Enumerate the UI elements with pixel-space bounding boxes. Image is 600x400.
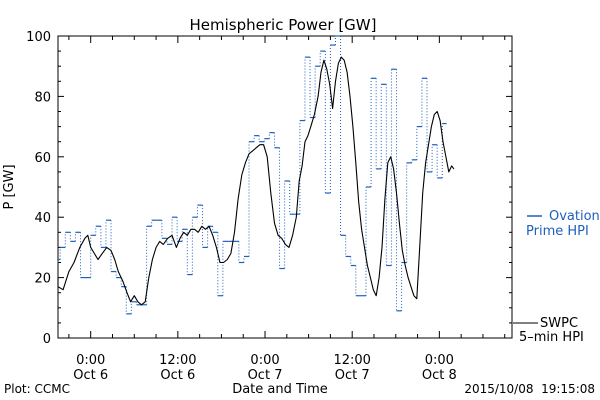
legend-swpc: SWPC 5–min HPI: [513, 316, 584, 345]
x-tick-date-0: Oct 6: [73, 368, 108, 383]
series-layer: [57, 35, 455, 315]
y-tick-label-0: 0: [43, 332, 51, 347]
x-tick-label-4: 0:00: [425, 353, 454, 368]
y-tick-label-3: 60: [34, 151, 51, 166]
legend-swpc-line1: SWPC: [540, 316, 578, 331]
x-tick-label-2: 0:00: [250, 353, 279, 368]
y-axis-label: P [GW]: [2, 164, 17, 209]
x-tick-date-2: Oct 7: [248, 368, 283, 383]
x-tick-date-3: Oct 7: [335, 368, 370, 383]
y-tick-label-4: 80: [34, 90, 51, 105]
legend-ovation-line2: Prime HPI: [526, 224, 589, 239]
plot-credit: Plot: CCMC: [4, 382, 70, 396]
legend-ovation-line1: Ovation: [549, 209, 600, 224]
y-tick-label-2: 40: [34, 211, 51, 226]
y-tick-label-1: 20: [34, 272, 51, 287]
x-tick-date-4: Oct 8: [422, 368, 457, 383]
swpc-line: [57, 56, 455, 306]
y-axis: 0 20 40 60 80 100: [26, 30, 512, 347]
x-tick-label-0: 0:00: [76, 353, 105, 368]
legend-swpc-line2: 5–min HPI: [519, 330, 584, 345]
x-tick-date-1: Oct 6: [160, 368, 195, 383]
chart-title: Hemispheric Power [GW]: [190, 16, 377, 34]
y-tick-label-5: 100: [26, 30, 51, 45]
legend-ovation: Ovation Prime HPI: [526, 209, 600, 239]
x-tick-label-3: 12:00: [333, 353, 370, 368]
timestamp: 2015/10/08 19:15:08: [464, 382, 595, 396]
x-tick-label-1: 12:00: [159, 353, 196, 368]
x-axis-label: Date and Time: [232, 382, 328, 397]
